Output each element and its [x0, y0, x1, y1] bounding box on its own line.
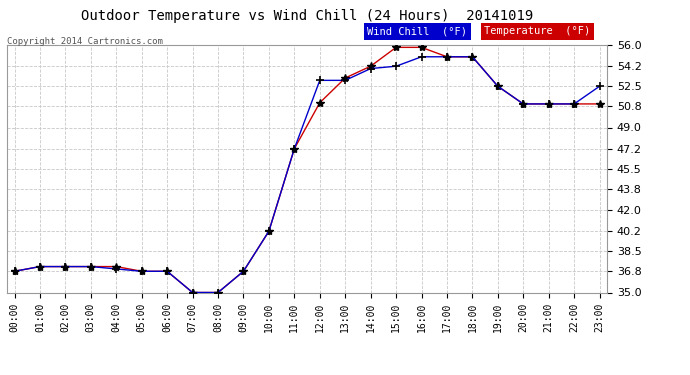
- Text: Wind Chill  (°F): Wind Chill (°F): [367, 26, 467, 36]
- Title: Outdoor Temperature vs Wind Chill (24 Hours)  20141019: Outdoor Temperature vs Wind Chill (24 Ho…: [81, 9, 533, 23]
- Text: Temperature  (°F): Temperature (°F): [484, 26, 591, 36]
- Text: Copyright 2014 Cartronics.com: Copyright 2014 Cartronics.com: [7, 38, 163, 46]
